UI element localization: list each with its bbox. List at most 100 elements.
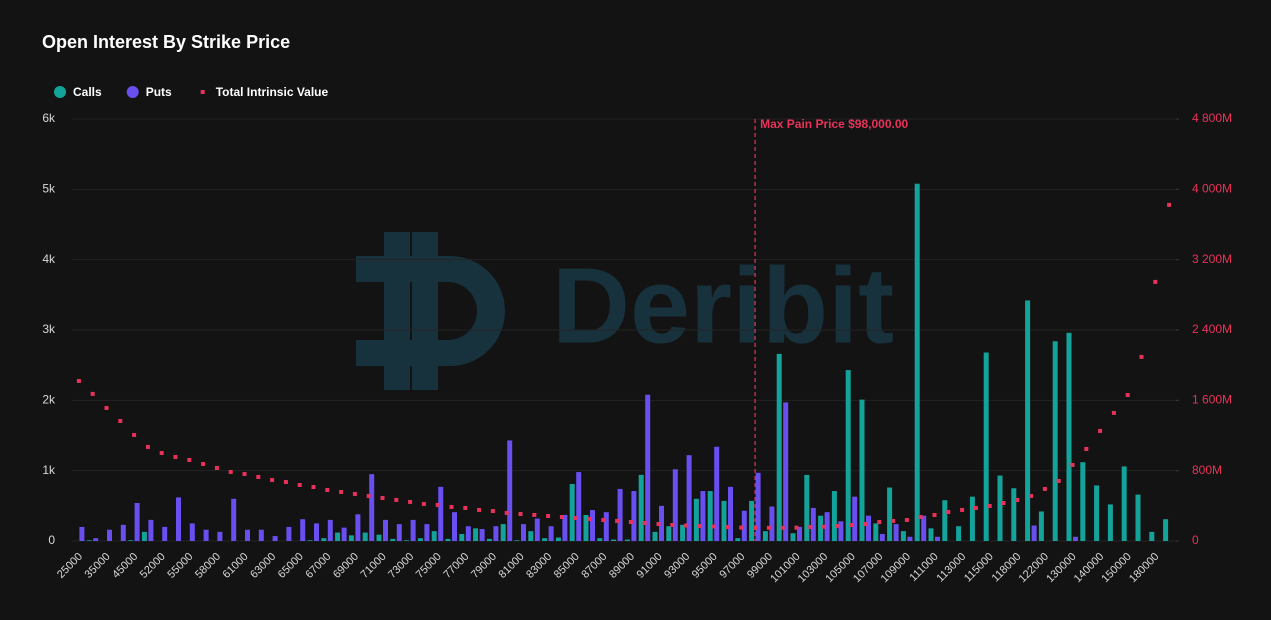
bar	[217, 531, 223, 541]
point	[546, 514, 551, 519]
x-tick-label: 79000	[469, 551, 499, 581]
point	[642, 520, 647, 525]
bar	[128, 540, 134, 541]
y-tick-label: 5k	[42, 182, 56, 196]
x-tick-label: 63000	[248, 551, 278, 581]
legend-swatch	[54, 86, 66, 98]
bar	[348, 535, 354, 541]
point	[863, 522, 868, 527]
bar	[528, 531, 534, 541]
bar	[659, 505, 664, 541]
point	[532, 512, 537, 517]
y2-tick-label: 0	[1192, 533, 1199, 547]
point	[932, 512, 937, 517]
point	[380, 496, 385, 501]
bar	[203, 529, 209, 541]
bar	[231, 498, 237, 541]
bar	[624, 539, 630, 541]
logo-bowl	[356, 256, 505, 366]
y2-tick-label: 800M	[1192, 463, 1222, 477]
point	[242, 472, 247, 477]
chart-title: Open Interest By Strike Price	[42, 32, 290, 52]
x-tick-label: 97000	[717, 551, 747, 581]
bar	[686, 455, 692, 541]
point	[1125, 392, 1130, 397]
bar	[597, 538, 603, 541]
point	[228, 469, 233, 474]
point	[987, 504, 992, 509]
bar	[638, 474, 644, 541]
bar	[390, 538, 396, 541]
bar	[879, 533, 885, 541]
bar	[928, 528, 934, 541]
point	[628, 520, 633, 525]
point	[463, 505, 468, 510]
bar	[735, 538, 741, 541]
x-tick-label: 61000	[221, 551, 251, 581]
legend-item[interactable]: Calls	[54, 85, 102, 99]
point	[794, 525, 799, 530]
bar	[162, 526, 168, 541]
bar	[611, 539, 617, 541]
bar	[942, 500, 948, 541]
bar	[107, 529, 112, 541]
x-tick-label: 115000	[962, 551, 996, 585]
legend-item[interactable]: Total Intrinsic Value	[200, 85, 329, 99]
bar	[1031, 525, 1037, 541]
x-tick-label: 77000	[441, 551, 471, 581]
x-tick-label: 180000	[1127, 551, 1161, 585]
bar	[327, 519, 333, 541]
bar	[921, 515, 927, 541]
y-tick-label: 6k	[42, 111, 56, 125]
point	[201, 461, 206, 466]
bar	[873, 523, 879, 541]
bar	[983, 352, 989, 541]
y2-tick-label: 2 400M	[1192, 322, 1232, 336]
x-tick-label: 101000	[768, 551, 802, 585]
bar	[935, 536, 940, 541]
point	[918, 514, 923, 519]
bar	[914, 183, 920, 541]
point	[256, 474, 261, 479]
legend-swatch	[200, 90, 205, 94]
bar	[542, 538, 548, 541]
legend-item[interactable]: Puts	[126, 85, 172, 99]
point	[1084, 446, 1089, 451]
point	[960, 507, 965, 512]
point	[518, 512, 523, 517]
point	[766, 525, 771, 530]
bar	[576, 472, 582, 541]
bar	[1073, 536, 1078, 541]
bar	[859, 399, 865, 541]
x-tick-label: 71000	[359, 551, 389, 581]
point	[684, 523, 689, 528]
y-tick-label: 2k	[42, 393, 56, 407]
bar	[1025, 300, 1031, 541]
point	[1153, 279, 1158, 284]
bar	[1011, 488, 1017, 541]
bar	[300, 519, 306, 541]
point	[1015, 497, 1020, 502]
x-tick-label: 107000	[851, 551, 885, 585]
x-tick-label: 45000	[110, 551, 140, 581]
point	[352, 491, 357, 496]
point	[366, 493, 371, 498]
x-tick-label: 87000	[579, 551, 609, 581]
x-tick-label: 89000	[607, 551, 637, 581]
bar	[79, 526, 85, 541]
bar	[369, 474, 375, 541]
bar	[548, 526, 554, 541]
bar	[493, 526, 499, 541]
bar	[321, 538, 327, 541]
bar	[866, 515, 871, 541]
point	[1070, 462, 1075, 467]
bar	[562, 514, 568, 541]
y-tick-label: 3k	[42, 322, 56, 336]
point	[1139, 354, 1144, 359]
y-tick-label: 0	[48, 533, 55, 547]
point	[877, 520, 882, 525]
bar	[728, 486, 733, 541]
point	[477, 507, 482, 512]
watermark: Deribit	[552, 245, 894, 366]
point	[297, 482, 302, 487]
